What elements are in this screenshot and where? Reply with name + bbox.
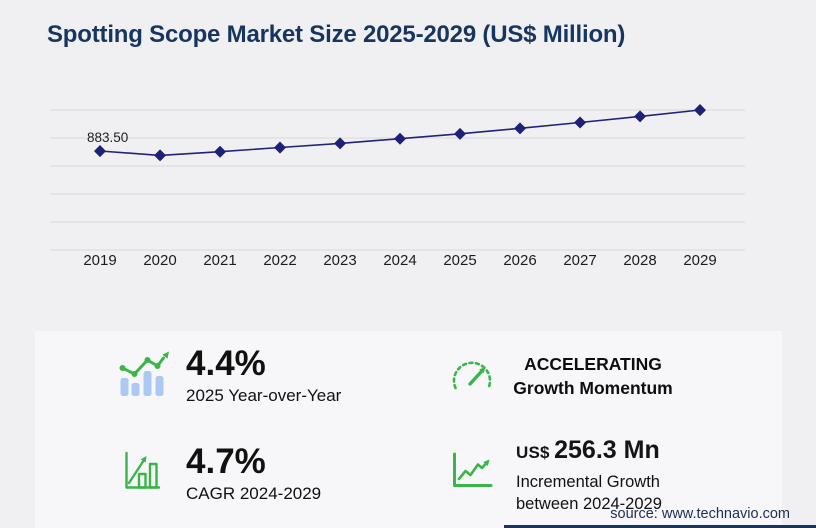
bottom-accent-bar <box>504 525 816 528</box>
source-attribution: source: www.technavio.com <box>610 506 790 522</box>
svg-text:2020: 2020 <box>143 252 176 269</box>
cagr-label: CAGR 2024-2029 <box>186 484 322 503</box>
chart-x-axis-labels: 2019 2020 2021 2022 2023 2024 2025 2026 2027 2028… <box>83 252 716 269</box>
incremental-value-line: US$ 256.3 Mn <box>516 437 662 467</box>
first-point-data-label: 883.50 <box>87 130 128 145</box>
incremental-currency: US$ <box>516 443 550 462</box>
svg-text:2023: 2023 <box>323 252 356 269</box>
svg-text:2024: 2024 <box>383 252 416 269</box>
page-title: Spotting Scope Market Size 2025-2029 (US… <box>47 21 626 48</box>
stat-momentum: ACCELERATING Growth Momentum <box>505 352 681 400</box>
growth-bars-arrow-icon <box>125 451 161 489</box>
svg-text:2027: 2027 <box>563 252 596 269</box>
speedometer-icon <box>452 361 492 390</box>
incremental-label-line1: Incremental Growth <box>516 473 660 491</box>
incremental-label-line2: between 2024-2029 <box>516 495 662 513</box>
svg-text:2019: 2019 <box>83 252 116 269</box>
momentum-line1: ACCELERATING <box>524 354 662 374</box>
bar-chart-trend-icon <box>119 351 169 396</box>
momentum-line2: Growth Momentum <box>513 378 673 398</box>
market-size-line-chart: 2019 2020 2021 2022 2023 2024 2025 2026 2027 2028… <box>50 104 745 269</box>
yoy-label: 2025 Year-over-Year <box>186 386 342 405</box>
stat-cagr: 4.7% CAGR 2024-2029 <box>186 444 321 504</box>
incremental-value: 256.3 Mn <box>554 436 660 464</box>
chart-series-line <box>93 104 707 162</box>
chart-gridlines <box>50 109 745 251</box>
trend-line-arrow-icon <box>453 452 493 487</box>
stat-yoy: 4.4% 2025 Year-over-Year <box>186 346 341 406</box>
svg-text:2026: 2026 <box>503 252 536 269</box>
svg-text:2029: 2029 <box>683 252 716 269</box>
svg-text:2021: 2021 <box>203 252 236 269</box>
svg-text:2022: 2022 <box>263 252 296 269</box>
stat-incremental: US$ 256.3 Mn Incremental Growth between … <box>516 437 662 515</box>
cagr-value: 4.7% <box>186 442 266 481</box>
svg-text:2028: 2028 <box>623 252 656 269</box>
yoy-value: 4.4% <box>186 344 266 383</box>
svg-text:2025: 2025 <box>443 252 476 269</box>
